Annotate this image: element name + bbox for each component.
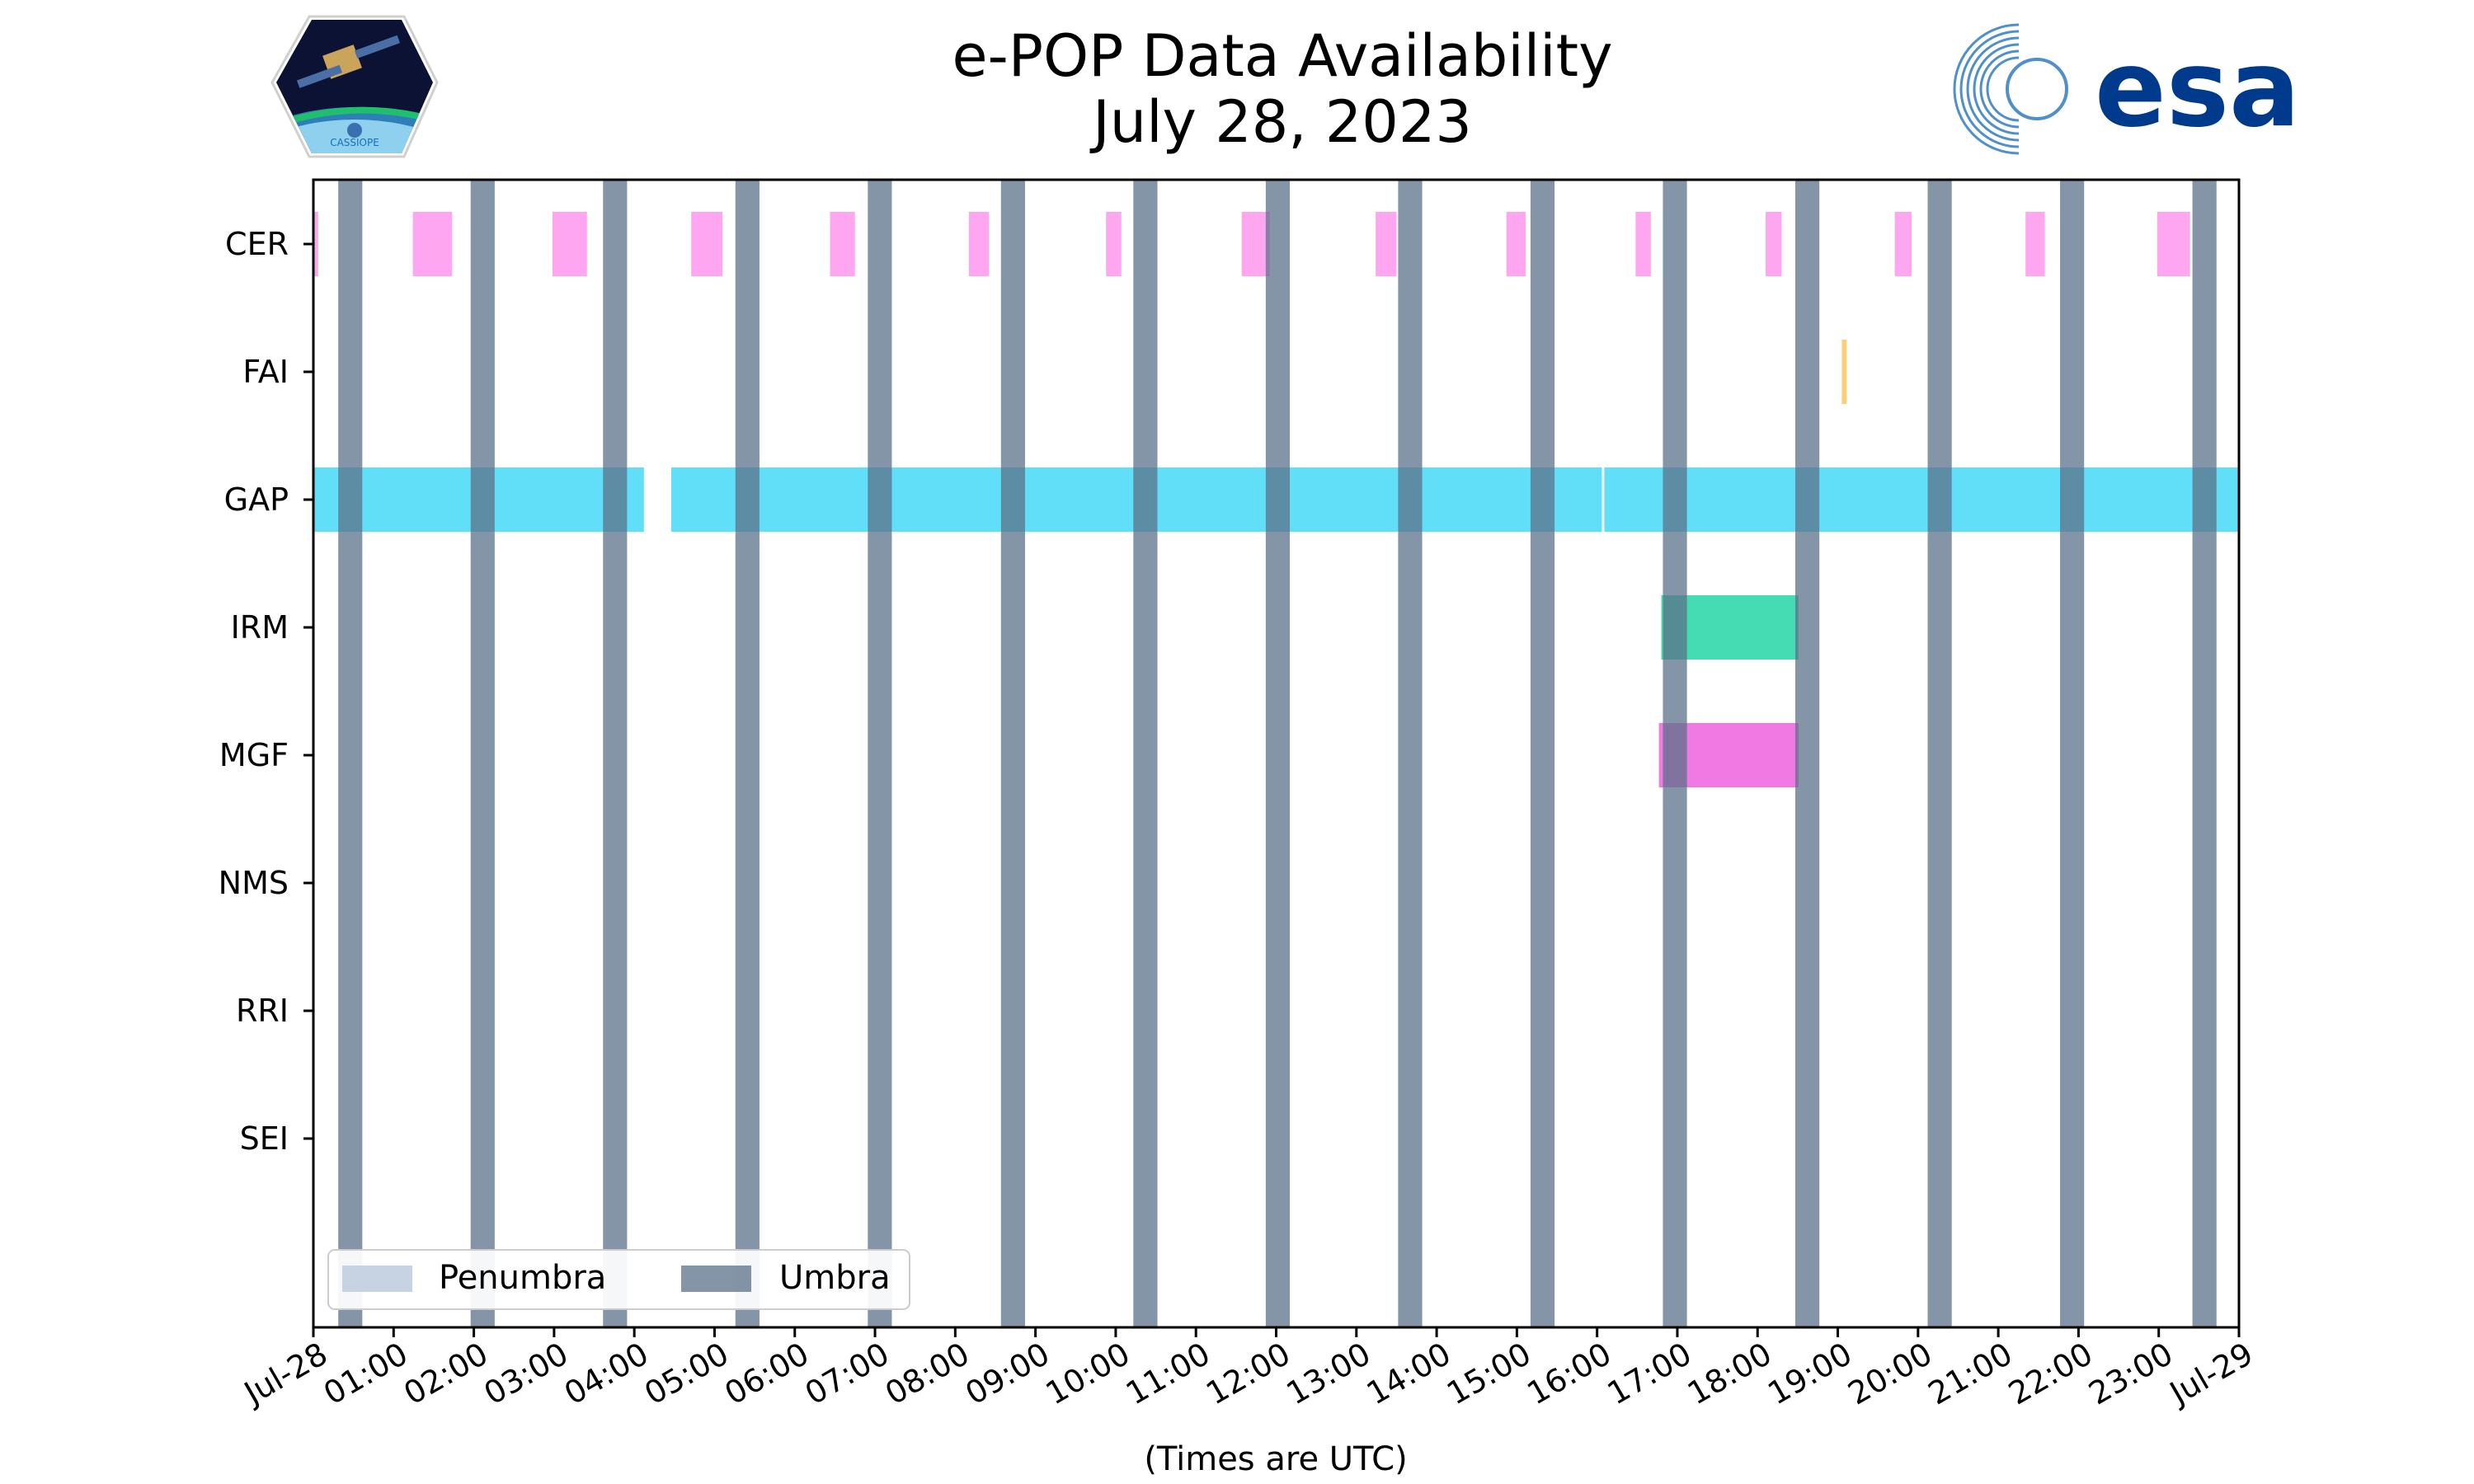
x-tick-label-0: Jul-28 (237, 1336, 333, 1412)
umbra-stripe-7 (1265, 180, 1291, 1327)
x-tick-label-18: 18:00 (1681, 1336, 1778, 1412)
bar-fai-0 (1841, 340, 1847, 404)
umbra-stripe-2 (603, 180, 628, 1327)
x-tick-label-19: 19:00 (1761, 1336, 1858, 1412)
legend-swatch-penumbra (342, 1266, 412, 1292)
x-tick-label-13: 13:00 (1280, 1336, 1376, 1412)
umbra-stripe-12 (1927, 180, 1952, 1327)
x-tick-label-6: 06:00 (718, 1336, 815, 1412)
y-tick-label-irm: IRM (231, 609, 289, 646)
y-tick-label-mgf: MGF (219, 737, 289, 773)
x-tick-label-1: 01:00 (317, 1336, 414, 1412)
bar-cer-6 (1106, 212, 1122, 276)
bar-cer-9 (1506, 212, 1526, 276)
x-tick-label-17: 17:00 (1602, 1336, 1698, 1412)
x-tick-label-20: 20:00 (1841, 1336, 1938, 1412)
esa-logo-text: esa (2095, 28, 2300, 151)
plot-area (313, 180, 2239, 1327)
bar-gap-2 (1604, 467, 2239, 532)
bar-cer-2 (552, 212, 587, 276)
umbra-stripe-10 (1663, 180, 1687, 1327)
bar-cer-1 (412, 212, 453, 276)
bar-cer-0 (313, 212, 318, 276)
bar-cer-8 (1376, 212, 1397, 276)
x-tick-label-8: 08:00 (879, 1336, 976, 1412)
x-tick-label-12: 12:00 (1200, 1336, 1296, 1412)
y-tick-label-fai: FAI (242, 354, 289, 390)
umbra-stripe-13 (2060, 180, 2085, 1327)
y-tick-label-nms: NMS (219, 865, 289, 901)
x-tick-label-23: 23:00 (2082, 1336, 2179, 1412)
x-tick-label-4: 04:00 (558, 1336, 655, 1412)
umbra-stripe-6 (1133, 180, 1158, 1327)
x-tick-label-3: 03:00 (478, 1336, 575, 1412)
x-axis-label: (Times are UTC) (1144, 1440, 1407, 1478)
legend: Penumbra Umbra (327, 1249, 910, 1310)
x-tick-label-14: 14:00 (1361, 1336, 1457, 1412)
x-tick-label-10: 10:00 (1040, 1336, 1136, 1412)
x-tick-label-21: 21:00 (1922, 1336, 2019, 1412)
legend-label-umbra: Umbra (779, 1259, 891, 1297)
bar-cer-12 (1894, 212, 1912, 276)
x-tick-label-22: 22:00 (2002, 1336, 2099, 1412)
legend-label-penumbra: Penumbra (439, 1259, 606, 1297)
umbra-stripe-14 (2192, 180, 2217, 1327)
x-tick-label-24: Jul-29 (2162, 1336, 2259, 1412)
bar-cer-11 (1765, 212, 1782, 276)
umbra-stripe-9 (1530, 180, 1555, 1327)
bar-cer-4 (830, 212, 855, 276)
y-tick-label-rri: RRI (236, 993, 289, 1029)
x-tick-label-5: 05:00 (638, 1336, 735, 1412)
chart-title: e-POP Data Availability (952, 22, 1612, 90)
umbra-stripe-5 (1000, 180, 1025, 1327)
bar-cer-14 (2157, 212, 2190, 276)
umbra-stripe-0 (338, 180, 363, 1327)
legend-box (327, 1249, 910, 1310)
y-tick-label-sei: SEI (240, 1120, 289, 1157)
umbra-stripe-1 (470, 180, 495, 1327)
y-tick-label-gap: GAP (224, 481, 289, 518)
umbra-stripe-4 (868, 180, 892, 1327)
legend-swatch-umbra (681, 1266, 751, 1292)
x-tick-label-7: 07:00 (799, 1336, 896, 1412)
esa-logo: esa (1953, 23, 2300, 155)
umbra-stripe-3 (735, 180, 760, 1327)
x-tick-label-15: 15:00 (1441, 1336, 1537, 1412)
y-tick-label-cer: CER (225, 226, 289, 262)
bar-cer-13 (2025, 212, 2045, 276)
umbra-stripe-11 (1794, 180, 1820, 1327)
bar-cer-5 (968, 212, 990, 276)
chart-subtitle: July 28, 2023 (1089, 88, 1472, 156)
bar-cer-7 (1241, 212, 1270, 276)
x-tick-label-9: 09:00 (959, 1336, 1056, 1412)
bar-cer-3 (691, 212, 723, 276)
cassiope-logo-text: CASSIOPE (330, 137, 379, 148)
umbra-stripe-8 (1398, 180, 1423, 1327)
x-tick-label-2: 02:00 (397, 1336, 494, 1412)
x-tick-label-11: 11:00 (1120, 1336, 1216, 1412)
bar-cer-10 (1635, 212, 1651, 276)
x-tick-label-16: 16:00 (1521, 1336, 1617, 1412)
